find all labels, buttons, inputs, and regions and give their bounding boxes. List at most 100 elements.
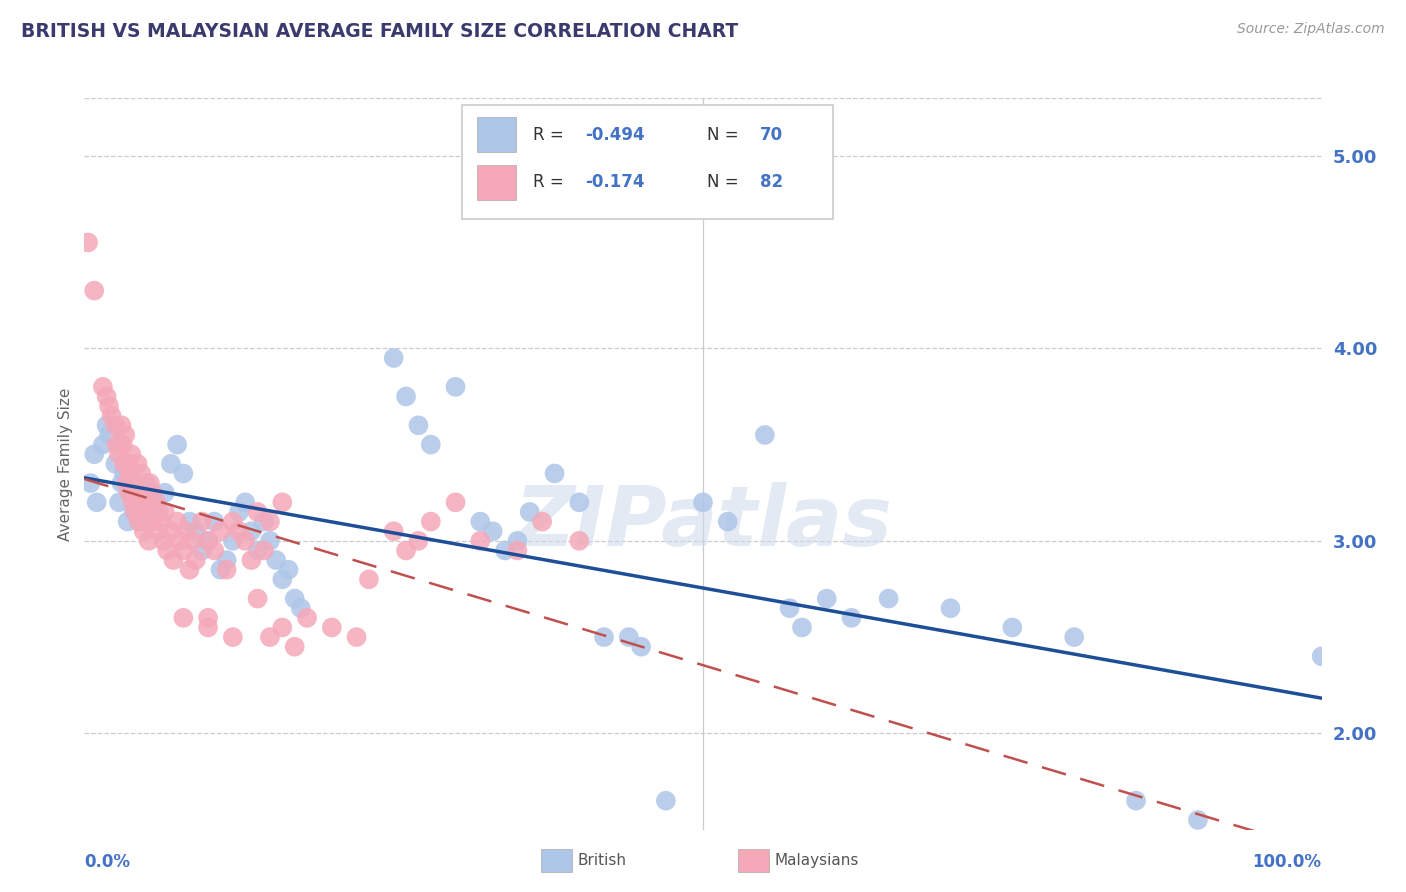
Point — [122, 476, 145, 491]
Point — [271, 495, 294, 509]
Point — [240, 524, 263, 539]
Point — [112, 457, 135, 471]
Point — [117, 457, 139, 471]
Point — [259, 515, 281, 529]
Point — [197, 620, 219, 634]
Point — [240, 553, 263, 567]
Point — [129, 467, 152, 481]
Point — [141, 495, 163, 509]
Point — [110, 418, 132, 433]
Point — [104, 457, 127, 471]
Point — [139, 476, 162, 491]
Point — [79, 476, 101, 491]
Text: British: British — [578, 854, 627, 868]
Point — [717, 515, 740, 529]
Point — [233, 533, 256, 548]
Text: 70: 70 — [759, 126, 783, 144]
Point — [408, 418, 430, 433]
Text: Source: ZipAtlas.com: Source: ZipAtlas.com — [1237, 22, 1385, 37]
Point — [284, 591, 307, 606]
Point — [96, 418, 118, 433]
Point — [1001, 620, 1024, 634]
Point — [110, 476, 132, 491]
Point — [162, 553, 184, 567]
Point — [153, 505, 176, 519]
Point — [506, 543, 529, 558]
Point — [444, 495, 467, 509]
Point — [222, 630, 245, 644]
Point — [228, 524, 250, 539]
Text: -0.174: -0.174 — [585, 173, 645, 191]
Point — [96, 389, 118, 403]
Point — [125, 485, 148, 500]
Point — [104, 418, 127, 433]
Text: 100.0%: 100.0% — [1253, 853, 1322, 871]
Point — [382, 524, 405, 539]
Point — [228, 505, 250, 519]
Point — [779, 601, 801, 615]
Y-axis label: Average Family Size: Average Family Size — [58, 387, 73, 541]
Point — [1310, 649, 1333, 664]
Point — [259, 533, 281, 548]
Point — [617, 630, 640, 644]
Text: R =: R = — [533, 173, 569, 191]
Bar — [477, 117, 516, 153]
Point — [128, 515, 150, 529]
Point — [630, 640, 652, 654]
Point — [692, 495, 714, 509]
Point — [321, 620, 343, 634]
Point — [790, 620, 813, 634]
Text: 0.0%: 0.0% — [84, 853, 131, 871]
Point — [470, 533, 492, 548]
Point — [86, 495, 108, 509]
Point — [395, 543, 418, 558]
Text: N =: N = — [707, 126, 744, 144]
Point — [222, 533, 245, 548]
Point — [184, 553, 207, 567]
Point — [83, 447, 105, 461]
Point — [494, 543, 516, 558]
Point — [150, 515, 173, 529]
Text: N =: N = — [707, 173, 744, 191]
Point — [134, 515, 156, 529]
Point — [169, 533, 191, 548]
Point — [246, 505, 269, 519]
Point — [98, 399, 121, 413]
Point — [108, 447, 131, 461]
Point — [290, 601, 312, 615]
Point — [202, 543, 225, 558]
Point — [166, 515, 188, 529]
Point — [191, 515, 214, 529]
Bar — [477, 165, 516, 200]
Point — [179, 515, 201, 529]
Point — [568, 533, 591, 548]
Point — [197, 533, 219, 548]
Point — [179, 563, 201, 577]
Point — [172, 467, 194, 481]
Point — [100, 409, 122, 423]
Point — [166, 437, 188, 451]
Point — [271, 620, 294, 634]
Point — [108, 495, 131, 509]
Point — [209, 524, 232, 539]
Point — [145, 495, 167, 509]
Point — [91, 437, 114, 451]
Point — [115, 476, 138, 491]
Point — [246, 543, 269, 558]
Point — [112, 467, 135, 481]
Point — [284, 640, 307, 654]
Text: -0.494: -0.494 — [585, 126, 645, 144]
Point — [877, 591, 900, 606]
Point — [253, 543, 276, 558]
Point — [132, 524, 155, 539]
Point — [246, 591, 269, 606]
Point — [141, 485, 163, 500]
Point — [98, 428, 121, 442]
Point — [506, 533, 529, 548]
Point — [120, 485, 142, 500]
Point — [153, 485, 176, 500]
FancyBboxPatch shape — [461, 105, 832, 219]
Point — [83, 284, 105, 298]
Text: R =: R = — [533, 126, 569, 144]
Point — [264, 553, 287, 567]
